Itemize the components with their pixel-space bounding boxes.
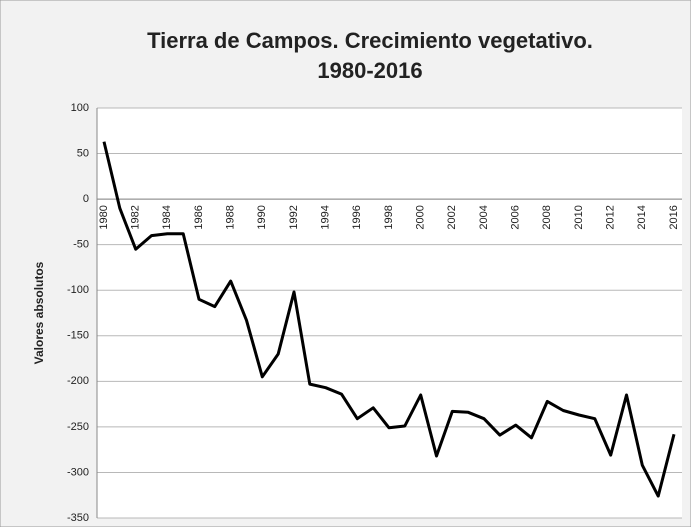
y-tick-label: -200 <box>67 375 89 387</box>
y-tick-label: 0 <box>83 193 89 205</box>
x-tick-label: 2008 <box>541 205 553 229</box>
y-tick-label: -150 <box>67 330 89 342</box>
x-tick-label: 2014 <box>636 205 648 229</box>
y-tick-label: -50 <box>73 239 89 251</box>
plot-area <box>97 108 682 518</box>
x-tick-label: 2002 <box>446 205 458 229</box>
x-tick-label: 2006 <box>510 205 522 229</box>
y-tick-label: 100 <box>71 102 89 114</box>
x-tick-label: 1980 <box>98 205 110 229</box>
x-tick-label: 1990 <box>256 205 268 229</box>
x-tick-label: 2010 <box>573 205 585 229</box>
x-tick-label: 2012 <box>605 205 617 229</box>
x-tick-label: 1994 <box>320 205 332 229</box>
chart-subtitle: 1980-2016 <box>317 58 422 83</box>
chart-title: Tierra de Campos. Crecimiento vegetativo… <box>147 28 593 53</box>
x-tick-label: 1996 <box>351 205 363 229</box>
x-tick-label: 1992 <box>288 205 300 229</box>
x-tick-label: 1988 <box>225 205 237 229</box>
y-tick-label: 50 <box>77 147 89 159</box>
y-tick-label: -300 <box>67 466 89 478</box>
x-tick-label: 2016 <box>668 205 680 229</box>
y-tick-label: -100 <box>67 284 89 296</box>
y-axis-label: Valores absolutos <box>32 261 46 364</box>
x-tick-label: 1986 <box>193 205 205 229</box>
x-tick-label: 1998 <box>383 205 395 229</box>
y-tick-label: -350 <box>67 512 89 524</box>
y-tick-label: -250 <box>67 421 89 433</box>
x-tick-label: 1984 <box>161 205 173 229</box>
x-tick-label: 2000 <box>415 205 427 229</box>
x-tick-label: 2004 <box>478 205 490 229</box>
data-line <box>102 141 676 498</box>
x-tick-label: 1982 <box>130 205 142 229</box>
